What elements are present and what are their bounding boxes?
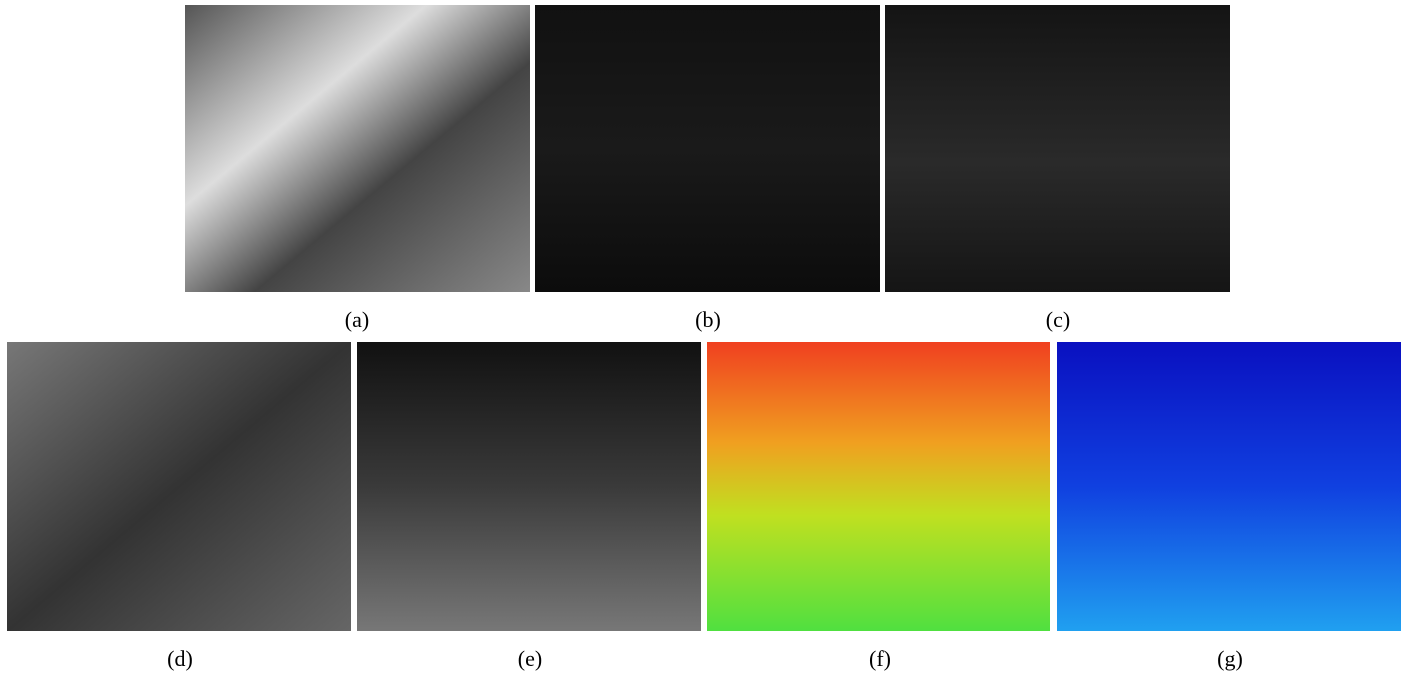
panel-image xyxy=(357,342,701,631)
panel-image xyxy=(7,342,351,631)
panel-caption: (c) xyxy=(1046,307,1070,332)
panel-caption: (g) xyxy=(1217,646,1243,671)
panel-image xyxy=(707,342,1050,631)
panel-image xyxy=(185,5,530,292)
panel-caption: (b) xyxy=(695,307,721,332)
panel-caption: (a) xyxy=(345,307,369,332)
panel-image xyxy=(535,5,880,292)
panel-image xyxy=(1057,342,1401,631)
panel-caption: (f) xyxy=(869,646,891,671)
panel-caption: (e) xyxy=(518,646,542,671)
panel-image xyxy=(885,5,1230,292)
panel-caption: (d) xyxy=(167,646,193,671)
